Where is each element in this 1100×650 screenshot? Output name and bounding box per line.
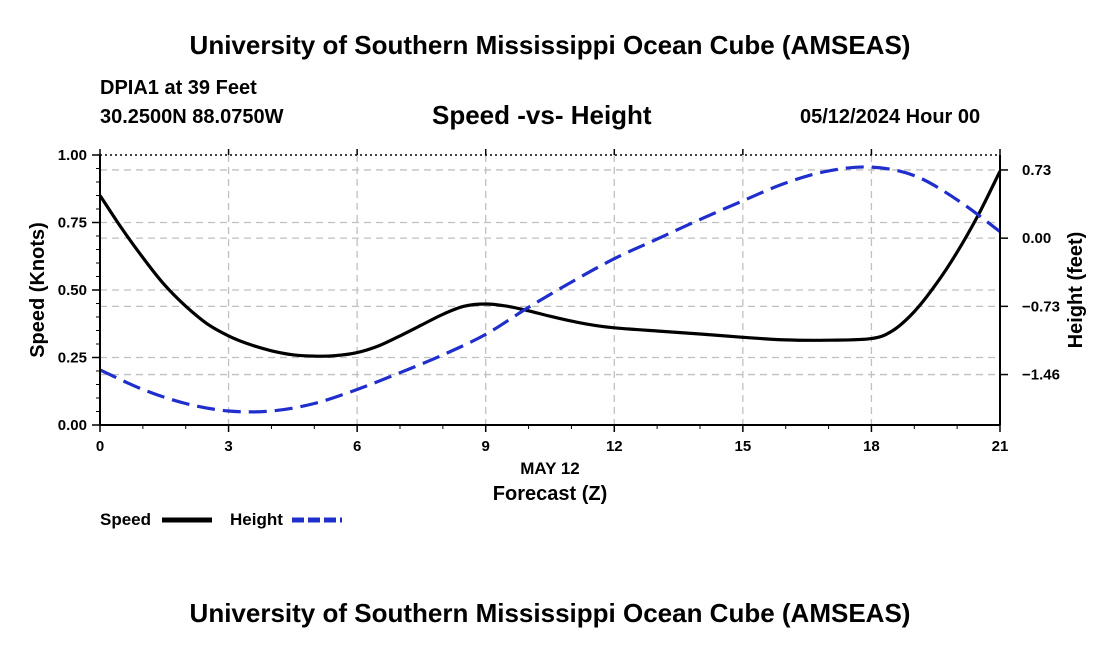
y2-tick-label: 0.73: [1022, 162, 1051, 179]
x-tick-label: 6: [353, 438, 361, 455]
x-tick-label: 12: [606, 438, 623, 455]
x-axis-title: Forecast (Z): [493, 483, 607, 505]
x-tick-label: 9: [482, 438, 490, 455]
y-tick-label: 0.00: [58, 417, 87, 434]
y-axis-left-title: Speed (Knots): [27, 222, 49, 358]
y-tick-label: 0.50: [58, 282, 87, 299]
y-tick-label: 1.00: [58, 147, 87, 164]
y2-tick-label: 0.00: [1022, 230, 1051, 247]
x-axis-sublabel: MAY 12: [520, 459, 580, 478]
y-axis-right-title: Height (feet): [1065, 232, 1087, 349]
axis-ticks: 0 3 6 9 12 15 18 21 0.00 0.25 0.50 0.75 1.00 0.73 0.00…: [58, 147, 1060, 455]
series-line-speed: [98, 170, 1002, 358]
legend-label-speed: Speed: [100, 510, 151, 529]
x-tick-label: 3: [224, 438, 232, 455]
station-label: DPIA1 at 39 Feet: [100, 77, 257, 99]
x-tick-label: 21: [992, 438, 1009, 455]
y-tick-label: 0.25: [58, 350, 87, 367]
chart-subtitle: Speed -vs- Height: [432, 100, 652, 130]
chart-title: University of Southern Mississippi Ocean…: [189, 30, 911, 60]
legend-label-height: Height: [230, 510, 283, 529]
legend: Speed Height: [100, 510, 342, 529]
grid-lines: [100, 155, 1000, 425]
x-tick-label: 0: [96, 438, 104, 455]
forecast-datetime: 05/12/2024 Hour 00: [800, 106, 981, 128]
y2-tick-label: −0.73: [1022, 298, 1060, 315]
y-tick-label: 0.75: [58, 215, 87, 232]
series-line-height: [99, 165, 1001, 414]
x-tick-label: 18: [863, 438, 880, 455]
series-lines: [98, 165, 1002, 414]
y2-tick-label: −1.46: [1022, 367, 1060, 384]
x-tick-label: 15: [735, 438, 752, 455]
station-coordinates: 30.2500N 88.0750W: [100, 106, 284, 128]
footer-title: University of Southern Mississippi Ocean…: [189, 598, 911, 628]
